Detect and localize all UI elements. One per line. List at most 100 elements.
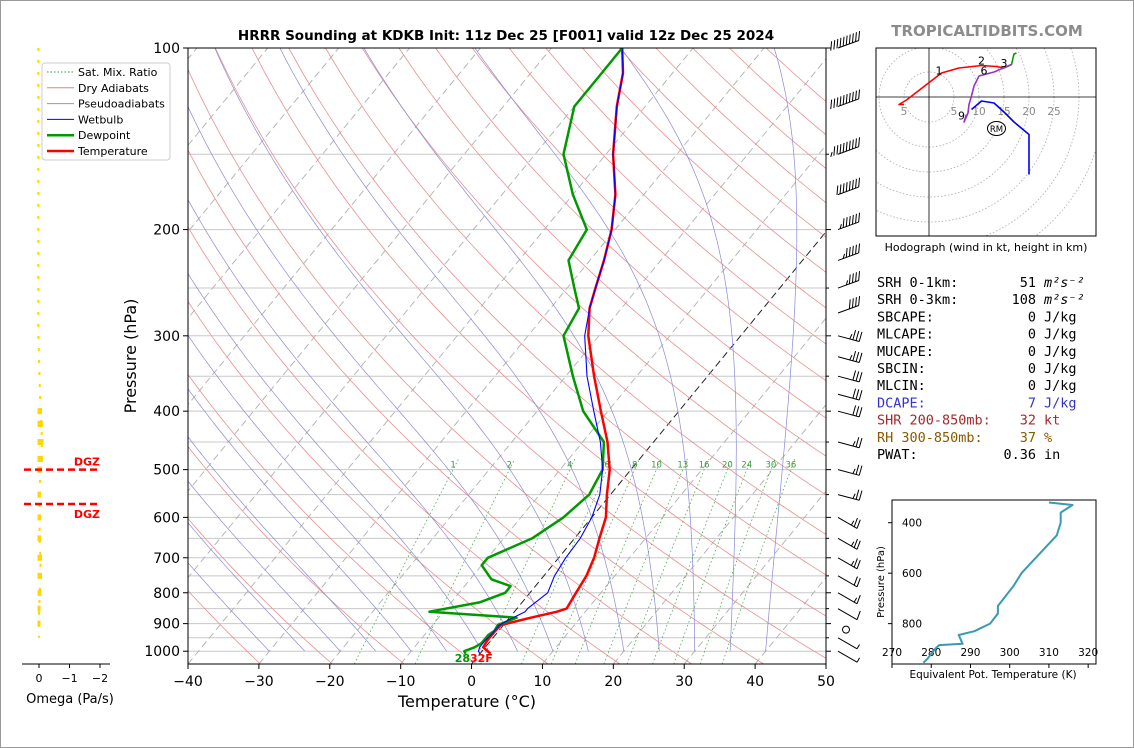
x-tick-label: 20 — [604, 674, 622, 690]
wind-barb-flag — [851, 214, 854, 225]
wind-barb-flag — [848, 34, 851, 44]
isotherm-line — [329, 58, 826, 664]
dry-adiabat-line — [188, 149, 692, 664]
wind-barb-flag — [842, 183, 845, 193]
dry-adiabat-line — [188, 445, 405, 664]
isotherm-line — [188, 48, 340, 233]
hodograph-ring-label: 10 — [972, 106, 985, 118]
theta-e-x-tick-label: 290 — [960, 647, 980, 659]
legend-entry-label: Dewpoint — [78, 129, 131, 142]
pseudoadiabat-line — [188, 199, 518, 652]
wind-barb-flag — [842, 218, 845, 228]
pseudoadiabat-line — [620, 48, 737, 652]
dry-adiabat-line — [361, 48, 826, 496]
wind-barb-flag — [833, 98, 836, 109]
omega-bar — [37, 491, 42, 498]
wind-barb-flag — [856, 657, 860, 663]
wind-barb-flag — [858, 31, 861, 41]
wind-barb-flag — [833, 146, 836, 156]
wind-barb-flag — [855, 297, 857, 307]
index-value: 51 — [1020, 275, 1036, 291]
index-label: SBCAPE: — [877, 309, 934, 325]
hodograph-height-label: 2 — [978, 55, 985, 68]
index-unit: kt — [1044, 413, 1060, 429]
wind-barb-flag — [851, 33, 854, 43]
wind-barb-staff — [837, 637, 858, 650]
index-value: 0 — [1028, 378, 1036, 394]
index-value: 0 — [1028, 309, 1036, 325]
dry-adiabat-line — [188, 226, 621, 664]
wind-barb-flag — [853, 558, 858, 568]
wind-barb-staff — [837, 393, 860, 401]
y-tick-label: 300 — [153, 329, 180, 345]
wind-barb-flag — [855, 244, 857, 255]
mixing-ratio-line — [652, 458, 733, 664]
wind-barb-flag — [848, 181, 851, 191]
isotherm-line — [400, 144, 826, 664]
wind-barb-flag — [855, 272, 857, 282]
index-unit: J/kg — [1044, 395, 1077, 411]
x-tick-label: 0 — [467, 674, 476, 690]
pseudoadiabat-line — [188, 272, 483, 652]
omega-bar — [37, 455, 43, 462]
wind-barb-flag — [858, 243, 861, 253]
wind-barb-flag — [830, 152, 833, 157]
wind-barb-staff — [837, 469, 860, 476]
wind-barb-flag — [849, 333, 853, 340]
skewt-plot-area: 1 2 4 6 8 10 13 16 20 24 30 36 — [188, 48, 826, 664]
index-value: 0 — [1028, 361, 1036, 377]
theta-e-x-tick-label: 320 — [1078, 647, 1098, 659]
dry-adiabat-line — [471, 48, 826, 382]
isotherm-line — [471, 230, 826, 664]
hodograph-segment — [963, 63, 1012, 123]
index-label: RH 300-850mb: — [877, 430, 983, 446]
wind-barb-staff — [837, 494, 860, 501]
mixing-ratio-label: 20 — [722, 461, 733, 471]
calm-wind-circle — [842, 625, 850, 634]
legend: Sat. Mix. Ratio Dry Adiabats Pseudoadiabat… — [41, 62, 171, 161]
hodograph-ring-label: 5 — [901, 106, 908, 118]
theta-e-profile-line — [922, 501, 1074, 664]
index-value: 0 — [1028, 344, 1036, 360]
wind-barb-staff — [837, 146, 859, 155]
wind-barb-flag — [855, 351, 860, 362]
wind-barb-flag — [858, 352, 863, 363]
hodograph-height-label: 3 — [1001, 57, 1008, 70]
wind-barb-flag — [855, 330, 860, 341]
mixing-ratio-label: 2 — [507, 461, 512, 471]
hodograph-segment — [970, 100, 1030, 175]
storm-motion-marker — [987, 121, 1006, 136]
wind-barb-flag — [852, 440, 856, 447]
mixing-ratio-line — [521, 458, 613, 664]
wind-barb-staff — [837, 335, 860, 342]
wind-barb-flag — [836, 97, 839, 107]
omega-bar — [37, 535, 42, 542]
omega-bar — [37, 514, 42, 521]
wind-barb-flag — [851, 245, 854, 256]
wind-barb-flag — [855, 437, 860, 448]
wind-barb-flag — [851, 298, 854, 308]
wind-barb-staff — [837, 608, 858, 621]
mixing-ratio-label: 36 — [785, 461, 796, 471]
hodograph-caption: Hodograph (wind in kt, height in km) — [885, 241, 1088, 254]
wind-barb-flag — [855, 138, 857, 148]
dry-adiabat-line — [325, 48, 826, 535]
wind-barb-staff — [837, 40, 859, 49]
wind-barb-staff — [837, 557, 858, 570]
legend-entry-label: Temperature — [77, 145, 148, 158]
wind-barb-flag — [858, 177, 861, 188]
wind-barb-flag — [849, 354, 853, 361]
omega-bar — [37, 572, 43, 579]
wind-barb-flag — [848, 246, 851, 257]
wind-barb-staff — [837, 98, 859, 107]
x-tick-label: 40 — [746, 674, 764, 690]
wind-barb-flag — [858, 372, 863, 383]
pseudoadiabat-line — [474, 48, 696, 652]
dry-adiabat-line — [508, 48, 826, 345]
wind-barb-flag — [845, 35, 848, 46]
x-tick-label: −20 — [315, 674, 345, 690]
y-tick-label: 900 — [153, 617, 180, 633]
wind-barb-flag — [853, 538, 858, 548]
mixing-ratio-label: 30 — [766, 461, 777, 471]
pseudoadiabat-line — [188, 480, 341, 652]
